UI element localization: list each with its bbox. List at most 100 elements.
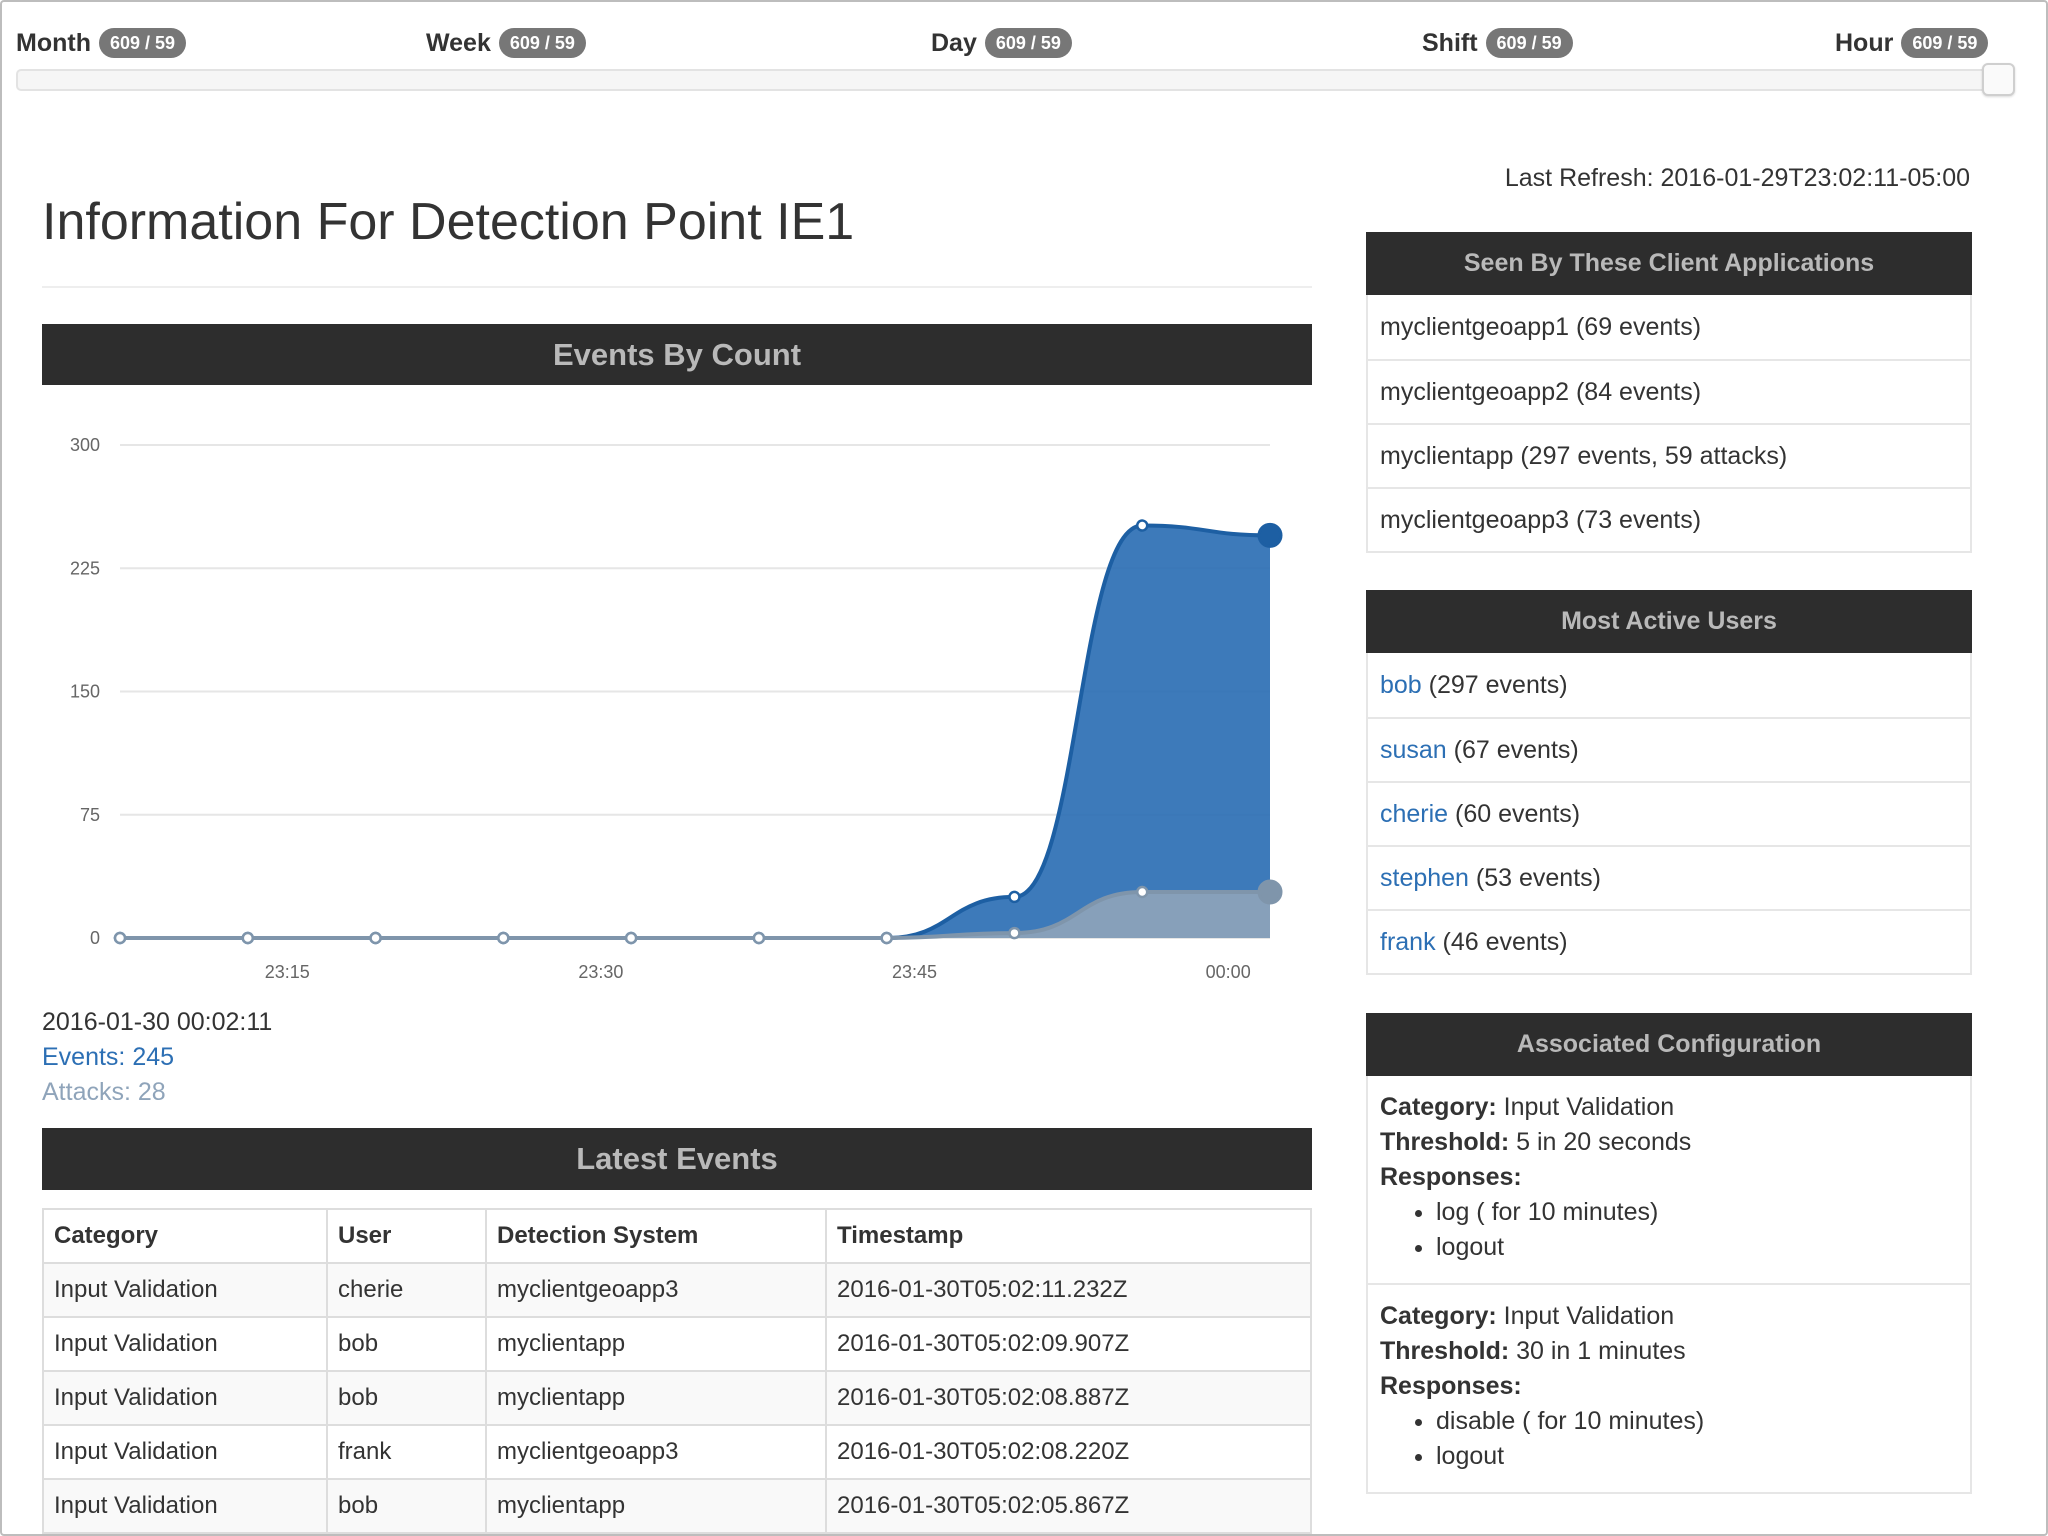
column-header-user[interactable]: User [326,1208,487,1264]
config-category-label: Category: [1380,1302,1497,1330]
chart-tooltip: 2016-01-30 00:02:11 Events: 245 Attacks:… [42,1005,272,1110]
series-area-2 [120,891,1270,938]
user-count: (67 events) [1453,735,1579,764]
latest-events-table: Category User Detection System Timestamp… [42,1208,1312,1534]
cell-detection-system: myclientapp [485,1478,827,1534]
data-point [1257,522,1283,548]
y-tick-label: 225 [70,558,100,578]
column-header-category[interactable]: Category [42,1208,328,1264]
data-point [113,931,127,945]
count-badge: 609 / 59 [1485,28,1573,58]
data-point [241,931,255,945]
range-slider-handle[interactable] [1982,63,2015,96]
cell-category: Input Validation [42,1262,328,1318]
range-option-week[interactable]: Week 609 / 59 [426,28,586,58]
user-link-susan[interactable]: susan [1380,735,1447,764]
range-option-hour[interactable]: Hour 609 / 59 [1835,28,1989,58]
data-point [624,931,638,945]
count-badge: 609 / 59 [1901,28,1989,58]
series-line-2 [120,889,1270,941]
user-link-bob[interactable]: bob [1380,670,1422,699]
last-refresh: Last Refresh: 2016-01-29T23:02:11-05:00 [1504,164,1970,192]
cell-detection-system: myclientapp [485,1316,827,1372]
cell-user: cherie [326,1262,487,1318]
table-row: Input Validation bob myclientapp 2016-01… [42,1478,1312,1534]
config-threshold: Threshold: 30 in 1 minutes [1380,1334,1958,1369]
active-users-header: Most Active Users [1366,590,1972,653]
x-tick-label: 23:30 [578,962,623,982]
count-badge: 609 / 59 [98,28,187,58]
config-responses-label: Responses: [1380,1160,1958,1195]
config-responses-label: Responses: [1380,1369,1958,1404]
cell-timestamp: 2016-01-30T05:02:08.887Z [825,1370,1312,1426]
cell-timestamp: 2016-01-30T05:02:09.907Z [825,1316,1312,1372]
response-item: logout [1436,1230,1958,1265]
y-tick-label: 0 [90,928,100,948]
user-link-stephen[interactable]: stephen [1380,863,1469,892]
client-apps-list: myclientgeoapp1 (69 events) myclientgeoa… [1366,295,1972,553]
tooltip-events: Events: 245 [42,1043,175,1071]
cell-category: Input Validation [42,1478,328,1534]
cell-detection-system: myclientgeoapp3 [485,1262,827,1318]
list-item: myclientgeoapp2 (84 events) [1368,359,1970,423]
page-title: Information For Detection Point IE1 [42,193,855,251]
column-header-timestamp[interactable]: Timestamp [825,1208,1312,1264]
events-chart[interactable]: 0 75 150 225 300 23:15 23:30 23:45 00:00 [42,402,1312,1002]
config-threshold-value: 5 in 20 seconds [1516,1128,1692,1156]
cell-user: frank [326,1424,487,1480]
data-point [1008,926,1021,940]
series-area-1 [120,525,1270,938]
config-responses-list: log ( for 10 minutes) logout [1380,1195,1958,1265]
y-tick-label: 300 [70,435,100,455]
user-count: (46 events) [1442,927,1568,956]
title-divider [42,286,1312,288]
chart-panel-header: Events By Count [42,324,1312,385]
config-category: Category: Input Validation [1380,1299,1958,1334]
cell-category: Input Validation [42,1424,328,1480]
config-category-label: Category: [1380,1093,1497,1121]
response-item: logout [1436,1439,1958,1474]
tooltip-time: 2016-01-30 00:02:11 [42,1008,273,1036]
data-point [369,931,382,945]
range-label: Shift [1422,28,1478,57]
config-block: Category: Input Validation Threshold: 5 … [1368,1076,1970,1283]
list-item: myclientgeoapp3 (73 events) [1368,487,1970,551]
response-item: disable ( for 10 minutes) [1436,1404,1958,1439]
cell-user: bob [326,1316,487,1372]
list-item: myclientgeoapp1 (69 events) [1380,312,1702,341]
user-count: (53 events) [1475,863,1601,892]
range-option-shift[interactable]: Shift 609 / 59 [1422,28,1573,58]
range-slider-track[interactable] [16,69,2012,91]
user-link-cherie[interactable]: cherie [1380,799,1449,828]
cell-timestamp: 2016-01-30T05:02:08.220Z [825,1424,1312,1480]
y-tick-label: 75 [80,805,100,825]
list-item: myclientapp (297 events, 59 attacks) [1368,423,1970,487]
range-label: Day [931,28,977,57]
list-item: stephen (53 events) [1368,845,1970,909]
cell-detection-system: myclientgeoapp3 [485,1424,827,1480]
x-tick-label: 23:45 [892,962,937,982]
user-count: (60 events) [1455,799,1581,828]
range-label: Month [16,28,91,57]
data-point [1135,885,1149,899]
table-row: Input Validation frank myclientgeoapp3 2… [42,1424,1312,1480]
tooltip-attacks: Attacks: 28 [42,1078,166,1106]
x-tick-label: 23:15 [265,962,310,982]
data-point [1257,879,1283,905]
table-row: Input Validation bob myclientapp 2016-01… [42,1316,1312,1372]
data-point [752,931,766,945]
list-item: susan (67 events) [1368,717,1970,781]
user-link-frank[interactable]: frank [1380,927,1436,956]
user-count: (297 events) [1428,670,1568,699]
range-option-day[interactable]: Day 609 / 59 [931,28,1072,58]
config-threshold-label: Threshold: [1380,1337,1510,1365]
column-header-detection-system[interactable]: Detection System [485,1208,827,1264]
table-row: Input Validation cherie myclientgeoapp3 … [42,1262,1312,1318]
range-label: Week [426,28,491,57]
config-threshold-value: 30 in 1 minutes [1516,1337,1686,1365]
cell-user: bob [326,1478,487,1534]
y-tick-label: 150 [70,682,100,702]
config-category: Category: Input Validation [1380,1090,1958,1125]
range-option-month[interactable]: Month 609 / 59 [16,28,187,58]
